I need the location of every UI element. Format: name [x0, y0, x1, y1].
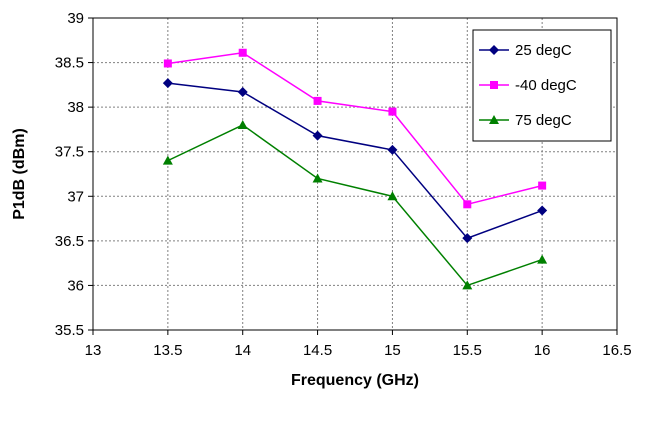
data-point — [387, 144, 398, 155]
series-layer — [162, 48, 548, 290]
data-point — [163, 59, 172, 68]
legend-item: 75 degC — [479, 112, 572, 129]
legend-item: -40 degC — [479, 77, 577, 94]
series-line — [167, 124, 543, 287]
x-axis-title: Frequency (GHz) — [291, 372, 419, 389]
series-2 — [163, 48, 547, 209]
legend: 25 degC -40 degC 75 degC — [472, 29, 612, 142]
legend-marker — [489, 115, 499, 124]
data-point — [537, 205, 548, 216]
data-point — [462, 233, 473, 244]
data-point — [237, 119, 248, 129]
series-3 — [162, 119, 548, 290]
y-tick-label: 37 — [67, 188, 84, 205]
data-point — [537, 254, 548, 264]
x-tick-label: 15 — [384, 342, 401, 359]
legend-marker — [489, 45, 499, 55]
data-point — [312, 130, 323, 141]
series-line — [167, 51, 543, 206]
y-tick-label: 37.5 — [55, 144, 84, 161]
y-tick-label: 39 — [67, 10, 84, 27]
y-tick-label: 36 — [67, 277, 84, 294]
series-line — [167, 82, 543, 240]
x-tick-label: 15.5 — [453, 342, 482, 359]
x-tick-label: 13.5 — [153, 342, 182, 359]
data-point — [463, 200, 472, 209]
data-point — [162, 155, 173, 165]
x-tick-label: 16.5 — [602, 342, 631, 359]
data-point — [538, 181, 547, 190]
x-axis: 13 13.5 14 14.5 15 15.5 16 16.5 — [85, 330, 632, 359]
plot-area — [92, 17, 618, 331]
data-point — [313, 96, 322, 105]
x-tick-label: 13 — [85, 342, 102, 359]
data-point — [237, 86, 248, 97]
x-tick-label: 14.5 — [303, 342, 332, 359]
legend-label: -40 degC — [515, 77, 577, 94]
data-point — [162, 78, 173, 89]
legend-marker — [490, 81, 498, 89]
data-point — [238, 48, 247, 57]
y-tick-label: 36.5 — [55, 233, 84, 250]
y-tick-label: 35.5 — [55, 322, 84, 339]
data-point — [387, 191, 398, 201]
y-tick-label: 38 — [67, 99, 84, 116]
data-point — [388, 107, 397, 116]
data-point — [312, 173, 323, 183]
y-axis-title: P1dB (dBm) — [11, 128, 28, 220]
x-tick-label: 14 — [234, 342, 251, 359]
x-tick-label: 16 — [534, 342, 551, 359]
legend-label: 25 degC — [515, 42, 572, 59]
data-point — [462, 280, 473, 290]
legend-label: 75 degC — [515, 112, 572, 129]
y-axis: 35.5 36 36.5 37 37.5 38 38.5 39 — [55, 10, 93, 339]
series-1 — [162, 78, 548, 244]
legend-item: 25 degC — [479, 42, 572, 59]
y-tick-label: 38.5 — [55, 55, 84, 72]
